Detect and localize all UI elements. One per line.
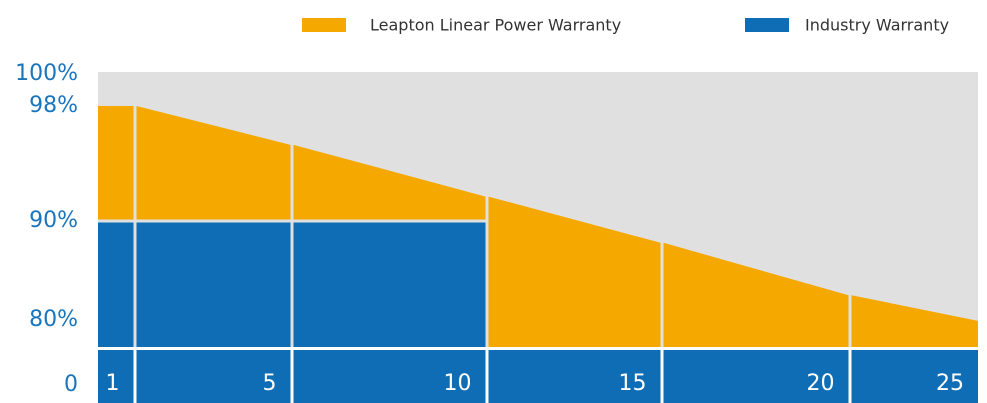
y-tick-label: 0 — [64, 372, 78, 397]
legend-swatch — [745, 18, 789, 32]
industry-warranty-bar — [136, 222, 291, 347]
year-cell — [293, 350, 486, 403]
x-tick-label: 20 — [807, 371, 835, 396]
x-tick-label: 15 — [619, 371, 647, 396]
linear-warranty-area — [293, 144, 486, 220]
x-tick-label: 10 — [444, 371, 472, 396]
linear-warranty-area — [136, 106, 291, 220]
x-tick-label: 1 — [106, 371, 120, 396]
linear-warranty-area — [488, 196, 661, 347]
industry-warranty-bar — [293, 222, 486, 347]
year-cell — [488, 350, 661, 403]
y-tick-label: 80% — [29, 307, 78, 332]
y-tick-label: 90% — [29, 208, 78, 233]
linear-warranty-area — [98, 106, 134, 220]
year-cell — [663, 350, 849, 403]
legend-label: Leapton Linear Power Warranty — [370, 16, 621, 35]
y-tick-label: 98% — [29, 93, 78, 118]
year-cell — [98, 350, 134, 403]
industry-warranty-bar — [98, 222, 134, 347]
year-cell — [851, 350, 978, 403]
linear-warranty-area — [851, 295, 978, 347]
year-cell — [136, 350, 291, 403]
y-tick-label: 100% — [15, 61, 78, 86]
legend-label: Industry Warranty — [805, 16, 949, 35]
x-tick-label: 25 — [936, 371, 964, 396]
legend-swatch — [302, 18, 346, 32]
x-tick-label: 5 — [263, 371, 277, 396]
linear-warranty-area — [663, 242, 849, 347]
